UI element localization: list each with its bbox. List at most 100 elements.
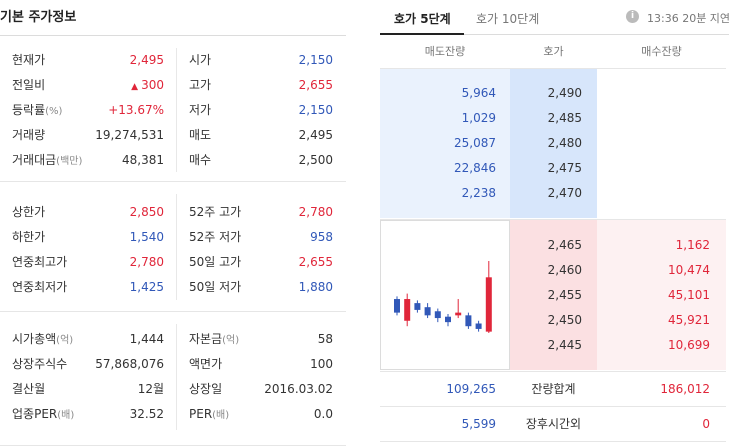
field-unit: (배) — [57, 410, 75, 421]
field-label: 전일비 — [12, 78, 46, 92]
field-value: 2,655 — [298, 78, 333, 92]
ask-row[interactable]: 2,238 2,470 — [380, 181, 726, 206]
field-label: 시가 — [189, 53, 212, 67]
field-value: 2,780 — [129, 255, 164, 269]
field-value: 2,495 — [129, 53, 164, 67]
bid-row[interactable]: 2,450 45,921 — [380, 308, 726, 333]
field-value: +13.67% — [108, 103, 164, 117]
field-label: PER(배) — [189, 407, 230, 421]
info-row: 연중최고가 2,780 50일 고가 2,655 — [0, 250, 346, 275]
field-label: 상장주식수 — [12, 357, 68, 371]
field-value: 19,274,531 — [95, 128, 164, 142]
info-row: 시가총액(억) 1,444 자본금(억) 58 — [0, 327, 346, 352]
active-tab-indicator — [380, 33, 464, 35]
field-label: 업종PER(배) — [12, 407, 75, 421]
ask-row[interactable]: 5,964 2,490 — [380, 81, 726, 106]
bid-row[interactable]: 2,445 10,699 — [380, 333, 726, 358]
field-value: 32.52 — [129, 407, 164, 421]
total-label: 잔량합계 — [531, 382, 576, 396]
bid-area — [597, 220, 726, 370]
field-value: 2,150 — [298, 53, 333, 67]
ask-price: 2,485 — [547, 111, 582, 125]
price-header: 호가 — [543, 45, 564, 58]
info-row: 거래대금(백만) 48,381 매수 2,500 — [0, 148, 346, 173]
ask-row[interactable]: 25,087 2,480 — [380, 131, 726, 156]
info-row: 업종PER(배) 32.52 PER(배) 0.0 — [0, 402, 346, 427]
field-label: 매수 — [189, 153, 212, 167]
field-value: ▲ 300 — [131, 78, 164, 92]
delay-notice: 13:36 20분 지연 — [647, 12, 729, 25]
order-book-panel: 호가 5단계 호가 10단계 i 13:36 20분 지연 매도잔량 호가 매수… — [380, 0, 729, 446]
ask-qty: 2,238 — [461, 186, 496, 200]
divider — [380, 219, 726, 220]
up-arrow-icon: ▲ — [131, 82, 139, 92]
ask-row[interactable]: 22,846 2,475 — [380, 156, 726, 181]
total-bid-qty: 186,012 — [660, 382, 710, 396]
column-divider — [176, 48, 177, 172]
candle-body — [434, 311, 441, 319]
range-info-section — [0, 182, 346, 312]
basic-stock-info-panel: 기본 주가정보 현재가 2,495 시가 2,150 전일비 ▲ 300 고가 2,655 등락률… — [0, 0, 346, 446]
field-label: 고가 — [189, 78, 212, 92]
ask-price: 2,490 — [547, 86, 582, 100]
bid-price: 2,465 — [547, 238, 582, 252]
divider — [380, 371, 726, 372]
field-label: 매도 — [189, 128, 212, 142]
field-label: 거래대금(백만) — [12, 153, 83, 167]
tab-5-level[interactable]: 호가 5단계 — [394, 12, 451, 26]
field-label: 50일 저가 — [189, 280, 242, 294]
divider — [464, 34, 729, 35]
bid-qty: 45,101 — [668, 288, 710, 302]
field-value: 58 — [317, 332, 333, 346]
field-value: 0.0 — [313, 407, 333, 421]
panel-title: 기본 주가정보 — [0, 10, 77, 25]
bid-qty: 45,921 — [668, 313, 710, 327]
after-hours-row: 5,599 장후시간외 0 — [380, 407, 726, 441]
info-row: 연중최저가 1,425 50일 저가 1,880 — [0, 275, 346, 300]
candle-body — [475, 323, 482, 329]
column-divider — [176, 324, 177, 430]
candle-body — [394, 299, 400, 313]
info-row: 상장주식수 57,868,076 액면가 100 — [0, 352, 346, 377]
ask-row[interactable]: 1,029 2,485 — [380, 106, 726, 131]
candle-body — [424, 307, 431, 316]
field-value: 2,850 — [129, 205, 164, 219]
info-icon[interactable]: i — [626, 10, 639, 23]
candle-body — [404, 299, 411, 321]
field-unit: (억) — [56, 335, 74, 346]
divider — [380, 68, 726, 69]
field-label: 상장일 — [189, 382, 223, 396]
field-value: 1,425 — [129, 280, 164, 294]
field-value: 48,381 — [122, 153, 164, 167]
field-label: 현재가 — [12, 53, 46, 67]
field-value: 1,444 — [129, 332, 164, 346]
candle-body — [455, 312, 462, 316]
bid-qty: 1,162 — [675, 238, 710, 252]
bid-row[interactable]: 2,455 45,101 — [380, 283, 726, 308]
field-value: 1,880 — [298, 280, 333, 294]
after-hours-label: 장후시간외 — [525, 417, 582, 431]
candle-body — [465, 315, 472, 327]
divider — [380, 406, 726, 407]
bid-row[interactable]: 2,465 1,162 — [380, 233, 726, 258]
bid-price-area — [510, 220, 597, 370]
candlestick-svg — [394, 261, 492, 333]
total-remaining-row: 109,265 잔량합계 186,012 — [380, 372, 726, 406]
after-hours-bid-qty: 0 — [702, 417, 710, 431]
bid-price: 2,450 — [547, 313, 582, 327]
ask-qty-header: 매도잔량 — [424, 45, 466, 58]
ask-qty: 5,964 — [461, 86, 496, 100]
info-row: 결산월 12월 상장일 2016.03.02 — [0, 377, 346, 402]
price-info-section — [0, 36, 346, 182]
tab-10-level[interactable]: 호가 10단계 — [476, 12, 540, 26]
ask-qty: 25,087 — [454, 136, 496, 150]
candle-body — [485, 277, 492, 332]
bid-qty: 10,474 — [668, 263, 710, 277]
field-label: 거래량 — [12, 128, 46, 142]
mini-candlestick-chart — [380, 220, 510, 370]
field-value: 2016.03.02 — [264, 382, 333, 396]
field-value: 2,780 — [298, 205, 333, 219]
bid-row[interactable]: 2,460 10,474 — [380, 258, 726, 283]
field-label: 자본금(억) — [189, 332, 240, 346]
field-value: 12월 — [137, 382, 164, 396]
